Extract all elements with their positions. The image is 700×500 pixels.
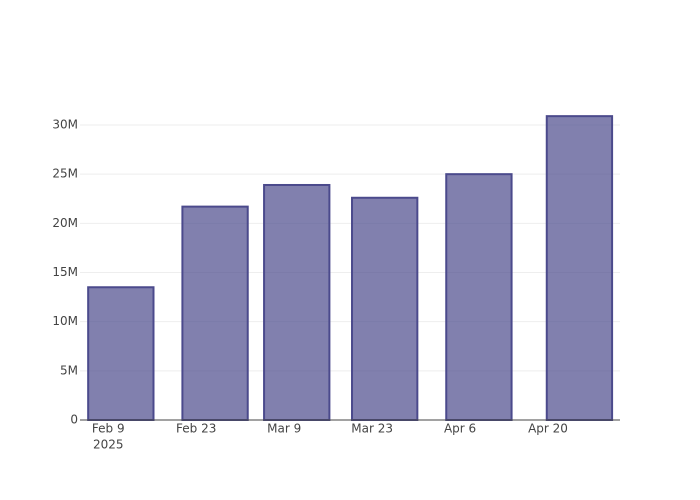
bar xyxy=(545,115,614,422)
y-tick-label: 20M xyxy=(52,216,78,230)
x-tick-label: Mar 23 xyxy=(351,422,393,436)
x-tick-label: Feb 23 xyxy=(176,422,216,436)
x-tick-label: Apr 6 xyxy=(444,422,476,436)
bar xyxy=(181,205,249,421)
y-tick-label: 15M xyxy=(52,265,78,279)
y-tick-label: 25M xyxy=(52,167,78,181)
x-tick-label: Apr 20 xyxy=(528,422,568,436)
x-tick-label: 2025 xyxy=(93,438,124,452)
y-tick-label: 10M xyxy=(52,314,78,328)
x-tick-label: Mar 9 xyxy=(267,422,301,436)
x-tick-label: Feb 9 xyxy=(92,422,125,436)
bar xyxy=(87,286,155,421)
y-tick-label: 0 xyxy=(70,413,78,427)
bar xyxy=(351,196,419,421)
bar xyxy=(263,183,331,421)
bar xyxy=(445,173,513,421)
y-tick-label: 30M xyxy=(52,118,78,132)
y-tick-label: 5M xyxy=(60,363,78,377)
